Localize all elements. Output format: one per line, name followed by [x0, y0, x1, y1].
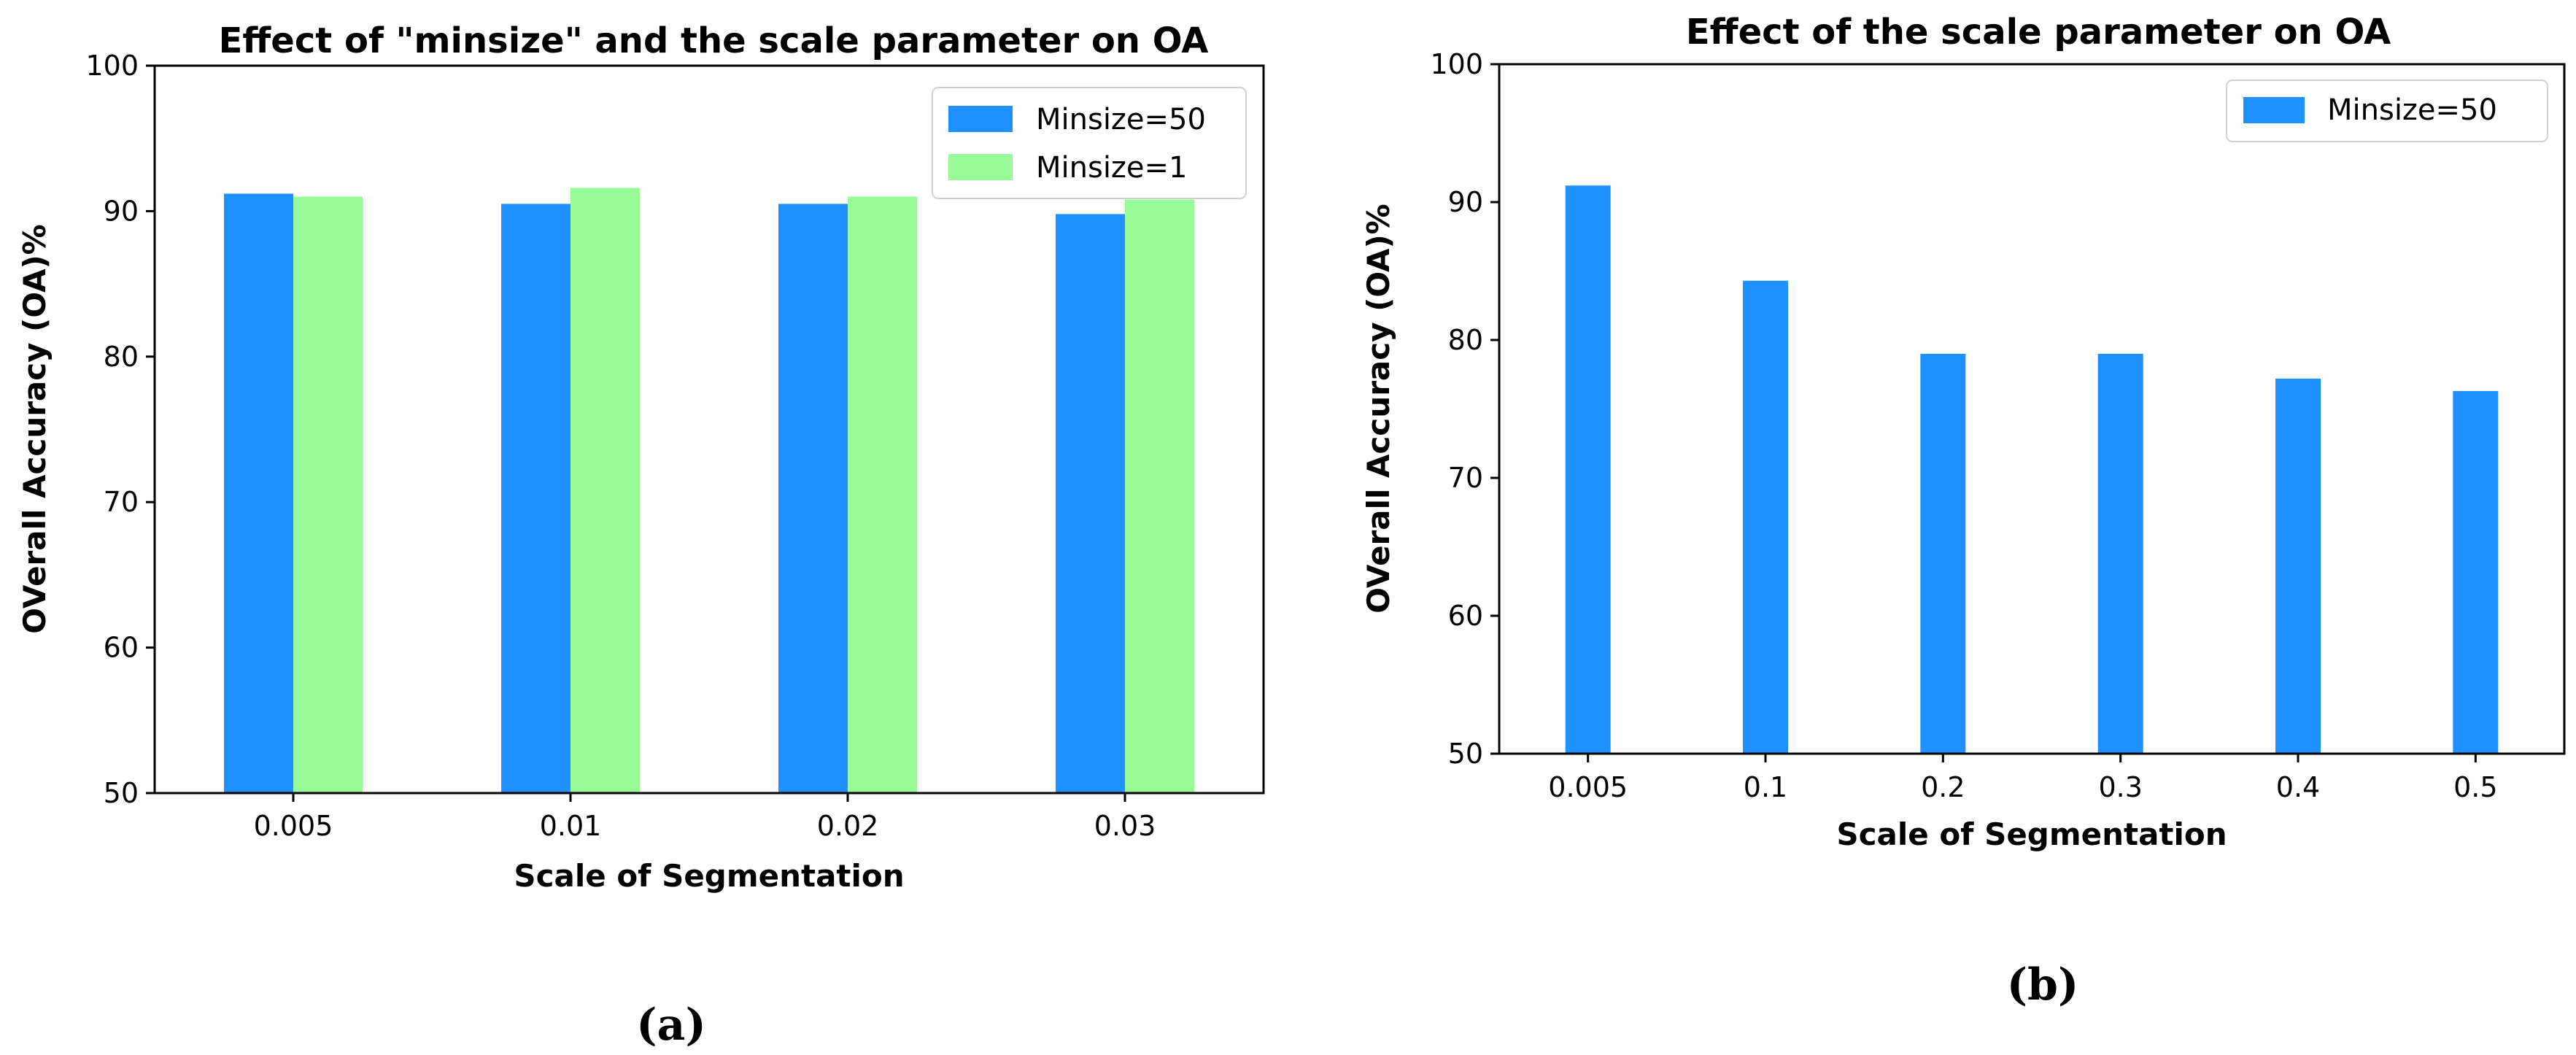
chart-a-bar-0-3 — [1056, 214, 1125, 793]
chart-b-bar-0-0 — [1565, 185, 1611, 754]
chart-a-bar-0-2 — [778, 204, 848, 793]
chart-b-x-tick-label: 0.4 — [2276, 771, 2320, 803]
chart-a-legend-swatch-0 — [948, 106, 1013, 132]
chart-a-x-axis-label: Scale of Segmentation — [514, 858, 904, 894]
chart-a-bar-1-0 — [293, 196, 363, 794]
chart-b-bar-0-3 — [2097, 353, 2143, 754]
chart-a-legend-swatch-1 — [948, 154, 1013, 180]
chart-a-x-tick-label: 0.02 — [817, 810, 879, 842]
chart-b-caption: (b) — [2007, 959, 2079, 1010]
chart-a-x-tick-label: 0.005 — [254, 810, 333, 842]
chart-b-y-tick-label: 70 — [1448, 462, 1483, 494]
chart-b-y-tick-label: 80 — [1448, 324, 1483, 356]
chart-a-y-tick-label: 60 — [104, 632, 139, 664]
chart-a-y-tick-label: 50 — [104, 777, 139, 809]
chart-b-bar-0-2 — [1920, 353, 1966, 754]
chart-b-y-tick-label: 50 — [1448, 738, 1483, 770]
chart-a-title: Effect of "minsize" and the scale parame… — [219, 20, 1209, 61]
chart-a-y-tick-label: 90 — [104, 195, 139, 227]
chart-a-y-ticks: 50 60 70 80 90 100 — [85, 50, 155, 809]
chart-b-x-ticks: 0.005 0.1 0.2 0.3 0.4 0.5 — [1548, 754, 2498, 803]
chart-b-y-tick-label: 60 — [1448, 600, 1483, 632]
chart-a-caption: (a) — [636, 1000, 706, 1051]
chart-b-plot-frame — [1498, 63, 2566, 755]
chart-a-x-tick-label: 0.01 — [540, 810, 602, 842]
chart-b-x-tick-label: 0.3 — [2098, 771, 2142, 803]
chart-b-bar-0-4 — [2275, 378, 2321, 754]
chart-b-x-axis-label: Scale of Segmentation — [1836, 816, 2227, 852]
chart-a-legend: Minsize=50 Minsize=1 — [932, 87, 1247, 199]
chart-b-bar-0-1 — [1743, 280, 1788, 754]
chart-b-x-tick-label: 0.005 — [1548, 771, 1628, 803]
chart-a-y-tick-label: 80 — [104, 341, 139, 373]
chart-a-bar-1-1 — [570, 188, 640, 794]
chart-b-y-tick-label: 90 — [1448, 186, 1483, 218]
chart-a-bars — [224, 188, 1194, 794]
chart-a-plot-frame — [153, 64, 1265, 795]
chart-b-y-tick-label: 100 — [1430, 48, 1483, 80]
chart-a-y-axis-label: OVerall Accuracy (OA)% — [17, 224, 53, 633]
chart-a-bar-0-1 — [501, 204, 570, 793]
chart-a-x-ticks: 0.005 0.01 0.02 0.03 — [254, 793, 1156, 842]
chart-a-legend-label-1: Minsize=1 — [1036, 151, 1188, 185]
chart-b-y-axis-label: OVerall Accuracy (OA)% — [1361, 204, 1396, 613]
chart-b-x-tick-label: 0.5 — [2453, 771, 2497, 803]
chart-a-bar-0-0 — [224, 193, 293, 793]
chart-a-y-tick-label: 100 — [85, 50, 139, 82]
chart-a-y-tick-label: 70 — [104, 486, 139, 518]
chart-a-bar-1-2 — [848, 196, 917, 794]
chart-b: Effect of the scale parameter on OA 50 60… — [1361, 12, 2566, 1010]
chart-a-legend-label-0: Minsize=50 — [1036, 103, 1206, 136]
chart-b-bars — [1565, 185, 2499, 754]
chart-b-legend-swatch-0 — [2243, 97, 2305, 123]
chart-b-title: Effect of the scale parameter on OA — [1686, 12, 2391, 53]
chart-b-bar-0-5 — [2453, 390, 2499, 754]
chart-a-bar-1-3 — [1125, 199, 1194, 793]
chart-b-legend: Minsize=50 — [2226, 80, 2548, 142]
chart-a-x-tick-label: 0.03 — [1094, 810, 1156, 842]
chart-a: Effect of "minsize" and the scale parame… — [17, 20, 1265, 1051]
chart-b-x-tick-label: 0.1 — [1744, 771, 1787, 803]
chart-b-y-ticks: 50 60 70 80 90 100 — [1430, 48, 1499, 770]
chart-b-x-tick-label: 0.2 — [1921, 771, 1965, 803]
chart-b-legend-box — [2226, 80, 2548, 142]
chart-b-legend-label-0: Minsize=50 — [2327, 93, 2497, 127]
